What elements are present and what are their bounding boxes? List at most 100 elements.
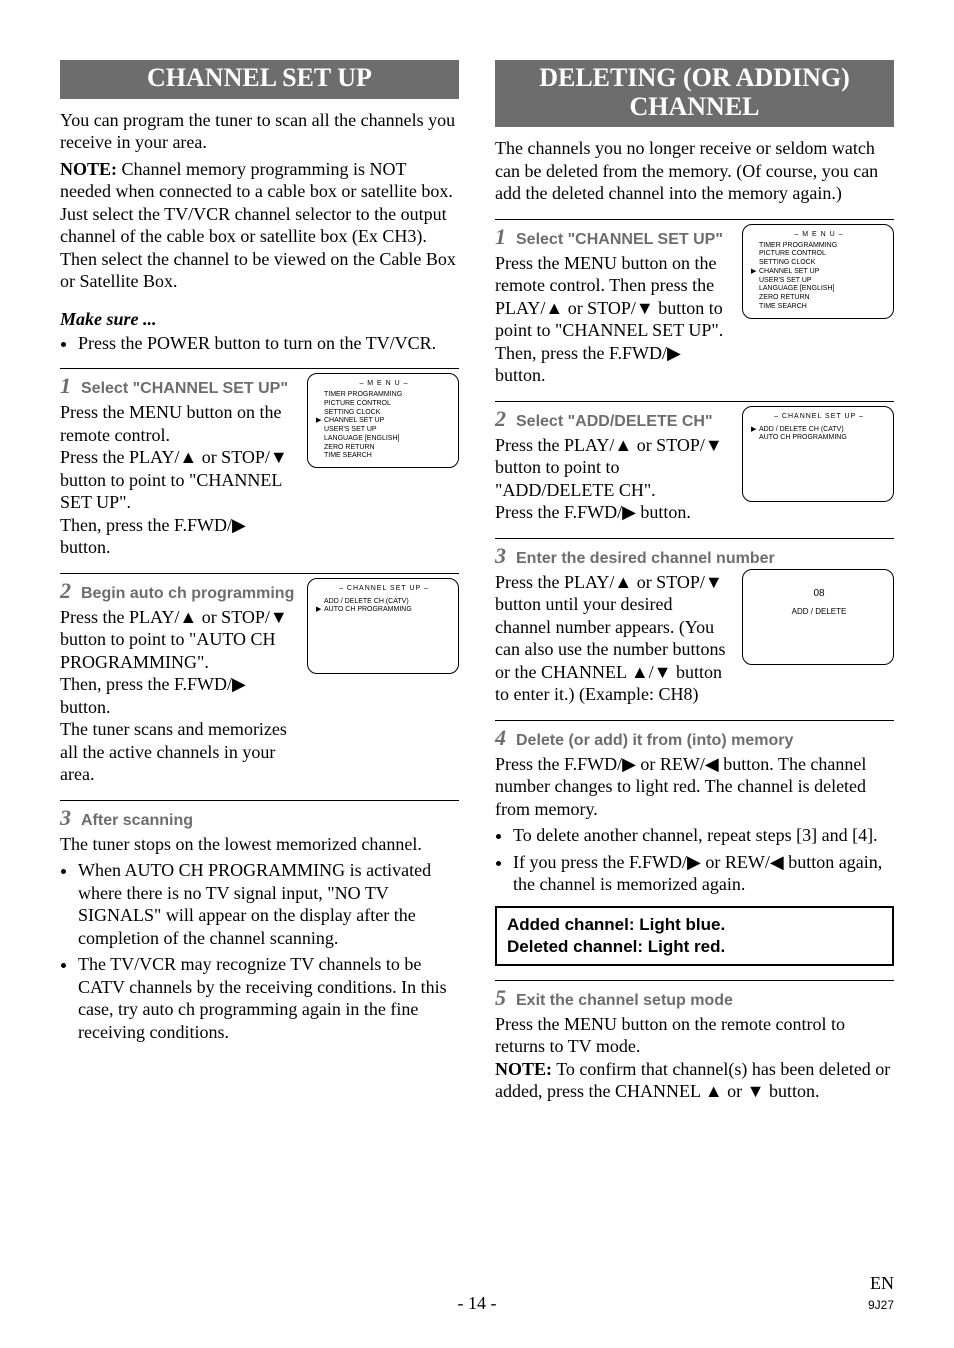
rs2c: button to point to "ADD/DELETE CH". xyxy=(495,457,656,500)
rs5c: or xyxy=(723,1081,747,1101)
right-osd-ch-title: – CHANNEL SET UP – xyxy=(751,413,887,420)
left-banner: CHANNEL SET UP xyxy=(60,60,459,99)
up-icon: ▲ xyxy=(614,435,632,455)
right-step1-num: 1 xyxy=(495,224,506,249)
rs1e: button. xyxy=(495,365,546,385)
left-step2-l1a: Press the PLAY/ xyxy=(60,607,179,627)
left-step3-title: After scanning xyxy=(81,812,193,829)
down-icon: ▼ xyxy=(747,1081,765,1101)
left-icon: ◀ xyxy=(770,852,784,872)
up-icon: ▲ xyxy=(179,447,197,467)
left-osd-ch-body: ADD / DELETE CH (CATV)▶AUTO CH PROGRAMMI… xyxy=(316,598,452,616)
right-osd-num-val: 08 xyxy=(751,588,887,599)
right-column: DELETING (OR ADDING) CHANNEL The channel… xyxy=(495,60,894,1103)
down-icon: ▼ xyxy=(705,572,723,592)
left-step3-list: When AUTO CH PROGRAMMING is activated wh… xyxy=(60,859,459,1043)
right-step3-body: Press the PLAY/▲ or STOP/▼ button until … xyxy=(495,571,730,706)
rs4e: or REW/ xyxy=(701,852,770,872)
up-icon: ▲ xyxy=(545,298,563,318)
left-step3-l1: The tuner stops on the lowest memorized … xyxy=(60,834,422,854)
right-step1-title: Select "CHANNEL SET UP" xyxy=(516,231,723,248)
left-step2-l1c: button to point to "AUTO CH PROGRAMMING"… xyxy=(60,629,276,672)
right-osd-num-label: ADD / DELETE xyxy=(751,607,887,617)
left-step-3: 3 After scanning The tuner stops on the … xyxy=(60,800,459,1044)
right-step-4: 4 Delete (or add) it from (into) memory … xyxy=(495,720,894,966)
right-osd-menu-title: – M E N U – xyxy=(751,231,887,238)
rs1d: Then, press the F.FWD/ xyxy=(495,343,667,363)
left-column: CHANNEL SET UP You can program the tuner… xyxy=(60,60,459,1103)
left-makesure-list: Press the POWER button to turn on the TV… xyxy=(60,332,459,355)
right-step-1: 1 Select "CHANNEL SET UP" Press the MENU… xyxy=(495,219,894,387)
left-makesure-head: Make sure ... xyxy=(60,309,459,330)
rs3b: or STOP/ xyxy=(632,572,705,592)
right-icon: ▶ xyxy=(622,754,636,774)
left-osd-menu-body: TIMER PROGRAMMINGPICTURE CONTROLSETTING … xyxy=(316,391,452,461)
right-step2-body: Press the PLAY/▲ or STOP/▼ button to poi… xyxy=(495,434,730,524)
left-step3-body: The tuner stops on the lowest memorized … xyxy=(60,833,459,856)
right-intro: The channels you no longer receive or se… xyxy=(495,137,894,205)
right-step4-num: 4 xyxy=(495,725,506,750)
left-step1-body: Press the MENU button on the remote cont… xyxy=(60,401,295,559)
left-step-1: 1 Select "CHANNEL SET UP" Press the MENU… xyxy=(60,368,459,559)
left-step1-l2b: or STOP/ xyxy=(197,447,270,467)
rs2a: Press the PLAY/ xyxy=(495,435,614,455)
right-intro-1: The channels you no longer receive or se… xyxy=(495,137,894,205)
right-step3-title: Enter the desired channel number xyxy=(516,550,775,567)
left-step3-num: 3 xyxy=(60,805,71,830)
left-step1-l3b: button. xyxy=(60,537,111,557)
left-icon: ◀ xyxy=(705,754,719,774)
rs2d: Press the F.FWD/ xyxy=(495,502,622,522)
down-icon: ▼ xyxy=(270,447,288,467)
left-step-2: 2 Begin auto ch programming Press the PL… xyxy=(60,573,459,786)
right-step2-num: 2 xyxy=(495,406,506,431)
right-step4-bul1: To delete another channel, repeat steps … xyxy=(513,824,894,847)
right-step4-body: Press the F.FWD/▶ or REW/◀ button. The c… xyxy=(495,753,894,821)
right-icon: ▶ xyxy=(622,502,636,522)
rs4b: or REW/ xyxy=(636,754,705,774)
rs2e: button. xyxy=(636,502,691,522)
left-step2-title: Begin auto ch programming xyxy=(81,585,294,602)
left-step1-l2c: button to point to "CHANNEL SET UP". xyxy=(60,470,282,513)
right-step4-bul2: If you press the F.FWD/▶ or REW/◀ button… xyxy=(513,851,894,896)
rs3a: Press the PLAY/ xyxy=(495,572,614,592)
left-osd-ch-title: – CHANNEL SET UP – xyxy=(316,585,452,592)
right-step-5: 5 Exit the channel setup mode Press the … xyxy=(495,980,894,1103)
left-note: NOTE: Channel memory programming is NOT … xyxy=(60,158,459,293)
down-icon: ▼ xyxy=(636,298,654,318)
right-step5-num: 5 xyxy=(495,985,506,1010)
left-step2-l2a: Then, press the F.FWD/ xyxy=(60,674,232,694)
up-icon: ▲ xyxy=(179,607,197,627)
right-icon: ▶ xyxy=(667,343,681,363)
up-icon: ▲ xyxy=(705,1081,723,1101)
right-step1-body: Press the MENU button on the remote cont… xyxy=(495,252,730,387)
infobox-line2: Deleted channel: Light red. xyxy=(507,936,882,958)
left-note-label: NOTE: xyxy=(60,159,117,179)
right-step5-note-label: NOTE: xyxy=(495,1059,552,1079)
left-osd-menu-title: – M E N U – xyxy=(316,380,452,387)
rs2b: or STOP/ xyxy=(632,435,705,455)
right-icon: ▶ xyxy=(232,674,246,694)
footer: - 14 - EN 9J27 xyxy=(0,1274,954,1314)
left-step1-num: 1 xyxy=(60,373,71,398)
rs1b: or STOP/ xyxy=(563,298,636,318)
infobox-line1: Added channel: Light blue. xyxy=(507,914,882,936)
right-osd-menu-body: TIMER PROGRAMMINGPICTURE CONTROLSETTING … xyxy=(751,242,887,312)
rs5a: Press the MENU button on the remote cont… xyxy=(495,1014,845,1057)
footer-en: EN xyxy=(870,1273,894,1293)
up-icon: ▲ xyxy=(631,662,649,682)
right-osd-num: 08 ADD / DELETE xyxy=(742,569,894,665)
right-step2-title: Select "ADD/DELETE CH" xyxy=(516,413,713,430)
left-step1-l1: Press the MENU button on the remote cont… xyxy=(60,402,281,445)
left-step1-l2a: Press the PLAY/ xyxy=(60,447,179,467)
left-step1-title: Select "CHANNEL SET UP" xyxy=(81,380,288,397)
left-osd-ch: – CHANNEL SET UP – ADD / DELETE CH (CATV… xyxy=(307,578,459,674)
left-makesure-item: Press the POWER button to turn on the TV… xyxy=(78,332,459,355)
left-osd-menu: – M E N U – TIMER PROGRAMMINGPICTURE CON… xyxy=(307,373,459,468)
left-step2-num: 2 xyxy=(60,578,71,603)
right-osd-ch: – CHANNEL SET UP – ▶ADD / DELETE CH (CAT… xyxy=(742,406,894,502)
right-step5-title: Exit the channel setup mode xyxy=(516,992,733,1009)
rs4a: Press the F.FWD/ xyxy=(495,754,622,774)
right-step4-list: To delete another channel, repeat steps … xyxy=(495,824,894,896)
left-step3-bul1: When AUTO CH PROGRAMMING is activated wh… xyxy=(78,859,459,949)
up-icon: ▲ xyxy=(614,572,632,592)
